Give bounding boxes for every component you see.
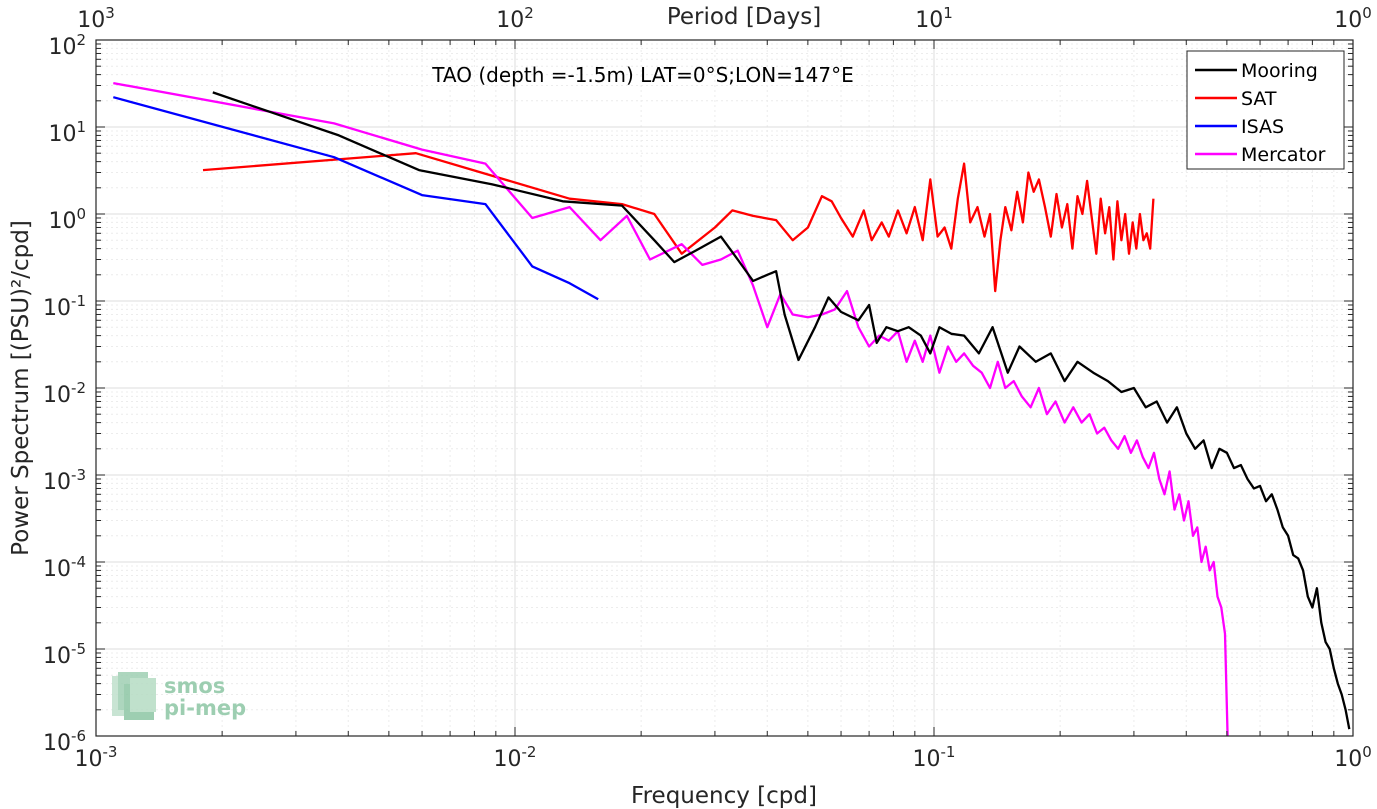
legend-label-isas: ISAS	[1241, 116, 1284, 138]
logo-line-2: pi-mep	[164, 696, 246, 720]
legend-label-mercator: Mercator	[1241, 144, 1326, 166]
top-tick-label: 103	[77, 4, 115, 33]
x-tick-label: 10-1	[913, 743, 956, 772]
y-tick-label: 10-1	[43, 292, 86, 321]
y-tick-label: 10-5	[43, 640, 86, 669]
y-tick-label: 102	[48, 31, 86, 60]
y-tick-label: 10-2	[43, 379, 86, 408]
legend: Mooring SAT ISAS Mercator	[1186, 50, 1345, 170]
smos-pi-mep-logo: smos pi-mep	[112, 672, 246, 720]
series-line-sat	[202, 152, 1155, 293]
legend-label-sat: SAT	[1241, 88, 1277, 110]
x-tick-label: 10-2	[494, 743, 537, 772]
top-tick-labels: 103 102 101 100	[77, 4, 1372, 33]
top-tick-label: 102	[496, 4, 534, 33]
series-line-mercator	[113, 81, 1229, 737]
series-line-mooring	[212, 91, 1351, 730]
y-tick-labels: 102 101 100 10-1 10-2 10-3 10-4 10-5 10-…	[43, 31, 86, 756]
series-layer	[112, 81, 1351, 737]
y-tick-label: 10-6	[43, 727, 86, 756]
legend-label-mooring: Mooring	[1241, 60, 1318, 82]
top-tick-label: 101	[915, 4, 953, 33]
series-line-isas	[112, 96, 599, 301]
y-tick-label: 100	[48, 205, 86, 234]
y-tick-label: 10-4	[43, 553, 86, 582]
y-tick-label: 10-3	[43, 466, 86, 495]
top-axis-label: Period [Days]	[667, 4, 821, 30]
x-tick-label: 10-3	[75, 743, 118, 772]
x-tick-label: 100	[1334, 743, 1372, 772]
top-tick-label: 100	[1334, 4, 1372, 33]
major-grid	[96, 40, 1353, 736]
x-axis-label: Frequency [cpd]	[631, 783, 817, 809]
logo-line-1: smos	[164, 674, 225, 698]
y-tick-label: 101	[48, 118, 86, 147]
y-axis-label: Power Spectrum [(PSU)²/cpd]	[8, 220, 34, 556]
axis-ticks	[95, 40, 1353, 737]
chart-title: TAO (depth =-1.5m) LAT=0°S;LON=147°E	[431, 63, 853, 87]
x-tick-labels: 10-3 10-2 10-1 100	[75, 743, 1372, 772]
